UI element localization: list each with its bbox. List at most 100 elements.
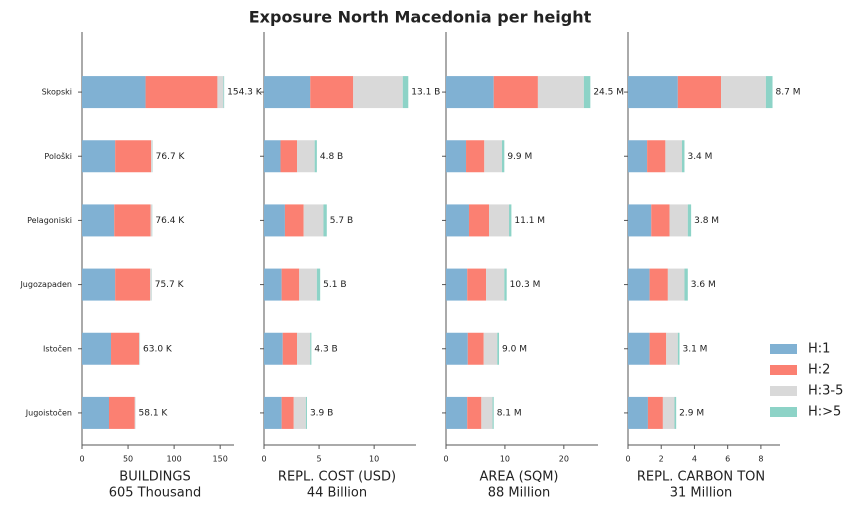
- bar-segment: [492, 396, 494, 429]
- bar-segment: [82, 332, 112, 365]
- bar-segment: [493, 76, 538, 109]
- bar-segment: [284, 204, 304, 237]
- x-tick-label: 4: [692, 455, 697, 464]
- bar-segment: [82, 204, 115, 237]
- bar-segment: [280, 140, 298, 173]
- legend-swatch: [770, 344, 797, 354]
- bar-segment: [537, 76, 584, 109]
- y-tick-label: Pelagoniski: [27, 216, 72, 225]
- bar-segment: [297, 332, 311, 365]
- x-axis-label: REPL. COST (USD): [278, 470, 396, 485]
- bar-segment: [662, 396, 675, 429]
- y-tick-label: Pološki: [44, 151, 72, 161]
- y-tick-label: Jugoistočen: [25, 407, 72, 417]
- bar-segment: [497, 332, 500, 365]
- x-axis-total: 31 Million: [670, 486, 733, 501]
- x-tick-label: 10: [500, 455, 510, 464]
- bar-segment: [310, 332, 312, 365]
- x-axis-total: 88 Million: [488, 486, 551, 501]
- bar-segment: [504, 268, 507, 301]
- bar-segment: [501, 140, 505, 173]
- x-tick-label: 150: [213, 455, 228, 464]
- y-tick-label: Skopski: [42, 88, 72, 97]
- bar-segment: [667, 268, 685, 301]
- bar-segment: [669, 204, 688, 237]
- total-label: 5.1 B: [323, 280, 346, 290]
- bar-segment: [684, 268, 688, 301]
- bar-segment: [446, 332, 468, 365]
- legend-label: H:>5: [808, 405, 841, 420]
- bar-segment: [150, 204, 153, 237]
- x-tick-label: 0: [443, 455, 448, 464]
- bar-segment: [264, 204, 285, 237]
- bar-segment: [446, 268, 468, 301]
- bar-segment: [467, 268, 487, 301]
- bar-segment: [446, 76, 494, 109]
- bar-segment: [628, 396, 648, 429]
- bar-segment: [481, 396, 493, 429]
- total-label: 76.4 K: [155, 216, 185, 226]
- bar-segment: [82, 268, 116, 301]
- x-tick-label: 0: [79, 455, 84, 464]
- legend-label: H:2: [808, 363, 830, 378]
- bar-segment: [264, 268, 282, 301]
- legend-label: H:3-5: [808, 384, 843, 399]
- total-label: 75.7 K: [155, 280, 185, 290]
- bar-segment: [145, 76, 218, 109]
- x-axis-label: AREA (SQM): [479, 470, 558, 485]
- total-label: 63.0 K: [143, 344, 173, 354]
- bar-segment: [353, 76, 403, 109]
- bar-segment: [264, 140, 281, 173]
- bar-segment: [628, 76, 678, 109]
- bar-segment: [649, 332, 667, 365]
- total-label: 154.3 K: [227, 88, 263, 98]
- bar-segment: [665, 140, 682, 173]
- bar-segment: [299, 268, 317, 301]
- bar-segment: [509, 204, 512, 237]
- x-tick-label: 0: [261, 455, 266, 464]
- total-label: 58.1 K: [139, 408, 169, 418]
- total-label: 11.1 M: [514, 216, 545, 226]
- bar-segment: [467, 332, 484, 365]
- total-label: 4.8 B: [320, 152, 343, 162]
- x-tick-label: 8: [758, 455, 763, 464]
- bar-segment: [82, 396, 109, 429]
- bar-segment: [674, 396, 677, 429]
- bar-segment: [467, 396, 482, 429]
- total-label: 10.3 M: [510, 280, 541, 290]
- bar-segment: [115, 268, 151, 301]
- bar-segment: [446, 140, 467, 173]
- x-tick-label: 0: [625, 455, 630, 464]
- bar-segment: [628, 140, 648, 173]
- bar-segment: [303, 204, 324, 237]
- bar-segment: [628, 268, 650, 301]
- x-tick-label: 50: [123, 455, 133, 464]
- total-label: 24.5 M: [593, 88, 624, 98]
- bar-segment: [150, 268, 152, 301]
- bar-segment: [647, 140, 666, 173]
- bar-segment: [282, 332, 298, 365]
- bar-segment: [264, 332, 283, 365]
- bar-segment: [446, 204, 469, 237]
- bar-segment: [677, 332, 680, 365]
- bar-segment: [583, 76, 591, 109]
- total-label: 76.7 K: [156, 152, 186, 162]
- bar-segment: [217, 76, 224, 109]
- x-tick-label: 6: [725, 455, 730, 464]
- x-axis-total: 605 Thousand: [109, 486, 202, 501]
- bar-segment: [323, 204, 327, 237]
- bar-segment: [293, 396, 306, 429]
- bar-segment: [151, 140, 153, 173]
- total-label: 8.1 M: [497, 408, 522, 418]
- total-label: 4.3 B: [314, 344, 337, 354]
- y-tick-label: Istočen: [43, 343, 72, 353]
- legend-swatch: [770, 386, 797, 396]
- total-label: 3.9 B: [310, 408, 333, 418]
- legend-swatch: [770, 407, 797, 417]
- bar-segment: [483, 332, 498, 365]
- bar-segment: [484, 140, 502, 173]
- bar-segment: [264, 76, 311, 109]
- total-label: 9.9 M: [507, 152, 532, 162]
- bar-segment: [402, 76, 409, 109]
- bar-segment: [687, 204, 692, 237]
